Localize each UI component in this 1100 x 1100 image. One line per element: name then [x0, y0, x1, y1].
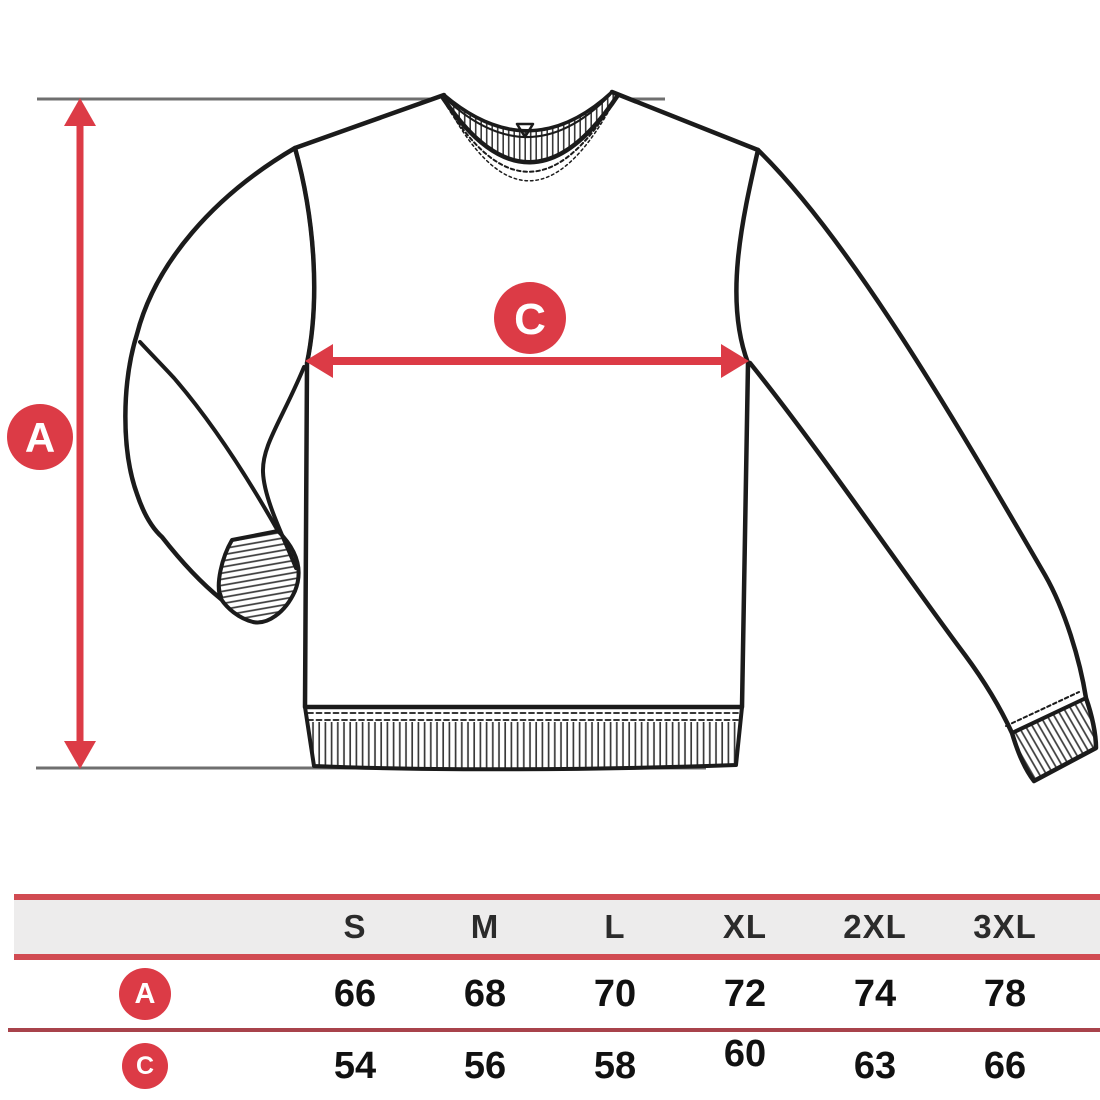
- chest-value-xl: 60: [723, 1032, 767, 1075]
- right-cuff-seam: [1010, 696, 1088, 735]
- right-sleeve-outline: [747, 147, 1099, 784]
- right-cuff-ribbing: [1012, 698, 1096, 781]
- left-sleeve-outer-edge: [123, 145, 298, 602]
- collar-stitch-line-1: [446, 100, 615, 173]
- body-fill: [295, 92, 758, 707]
- chest-arrow: [305, 344, 749, 378]
- left-cuff-ribbing: [218, 531, 299, 623]
- table-row-length: A 66 68 70 72 74 78: [0, 960, 1100, 1028]
- size-column-header-3xl: 3XL: [973, 908, 1037, 945]
- size-column-header-l: L: [604, 908, 626, 945]
- chest-arrowhead-left: [305, 344, 333, 378]
- size-table: S M L XL 2XL 3XL A 66 68 70 72 74 78 C: [0, 894, 1100, 1100]
- size-column-header-2xl: 2XL: [843, 908, 907, 945]
- left-armhole-seam: [293, 146, 317, 365]
- size-column-header-xl: XL: [722, 908, 768, 945]
- left-cuff-stitch: [218, 548, 228, 600]
- row-c-badge-letter: C: [135, 1051, 155, 1080]
- garment-outlines: [123, 89, 1099, 784]
- chest-measure-badge: C: [494, 282, 566, 354]
- right-sleeve-fill: [738, 150, 1096, 781]
- measurement-overlays: A C: [7, 98, 749, 769]
- hem-ribbing: [307, 722, 740, 770]
- chest-value-s: 54: [333, 1044, 377, 1087]
- length-value-s: 66: [333, 972, 377, 1015]
- size-table-header-row: S M L XL 2XL 3XL: [14, 894, 1100, 960]
- chest-arrowhead-right: [721, 344, 749, 378]
- left-sleeve-fill: [125, 148, 315, 623]
- length-value-l: 70: [593, 972, 637, 1015]
- row-a-badge-letter: A: [134, 977, 156, 1010]
- table-row-divider: [8, 1028, 1100, 1032]
- collar-stitch-line-2: [450, 106, 612, 182]
- length-arrowhead-bottom: [64, 741, 96, 769]
- row-a-label-cell: A: [0, 968, 290, 1020]
- table-row-chest: C 54 56 58 60 63 66: [0, 1032, 1100, 1100]
- collar-locker-mark: [515, 122, 535, 139]
- chest-measure-letter: C: [514, 295, 546, 344]
- length-value-2xl: 74: [853, 972, 897, 1015]
- chest-value-3xl: 66: [983, 1044, 1027, 1087]
- row-a-badge: A: [119, 968, 171, 1020]
- row-c-label-cell: C: [0, 1043, 290, 1089]
- collar-outer-curve: [440, 92, 621, 165]
- chest-value-l: 58: [593, 1044, 637, 1087]
- length-arrowhead-top: [64, 98, 96, 126]
- right-cuff-stitch: [1005, 691, 1080, 727]
- length-arrow: [64, 98, 96, 769]
- chest-value-m: 56: [463, 1044, 507, 1087]
- size-column-header-s: S: [343, 908, 367, 945]
- length-value-3xl: 78: [983, 972, 1027, 1015]
- hem-outline: [303, 705, 744, 772]
- size-column-header-m: M: [470, 908, 500, 945]
- length-measure-letter: A: [25, 414, 55, 461]
- length-measure-badge: A: [7, 404, 73, 470]
- chest-value-2xl: 63: [853, 1044, 897, 1087]
- collar-inner-curve-2: [445, 94, 611, 138]
- left-cuff-outline: [216, 529, 301, 625]
- length-value-xl: 72: [723, 972, 767, 1015]
- left-sleeve-fold-line: [138, 340, 280, 533]
- sweatshirt-measurement-diagram: A C: [7, 89, 1099, 784]
- length-value-m: 68: [463, 972, 507, 1015]
- row-c-badge: C: [122, 1043, 168, 1089]
